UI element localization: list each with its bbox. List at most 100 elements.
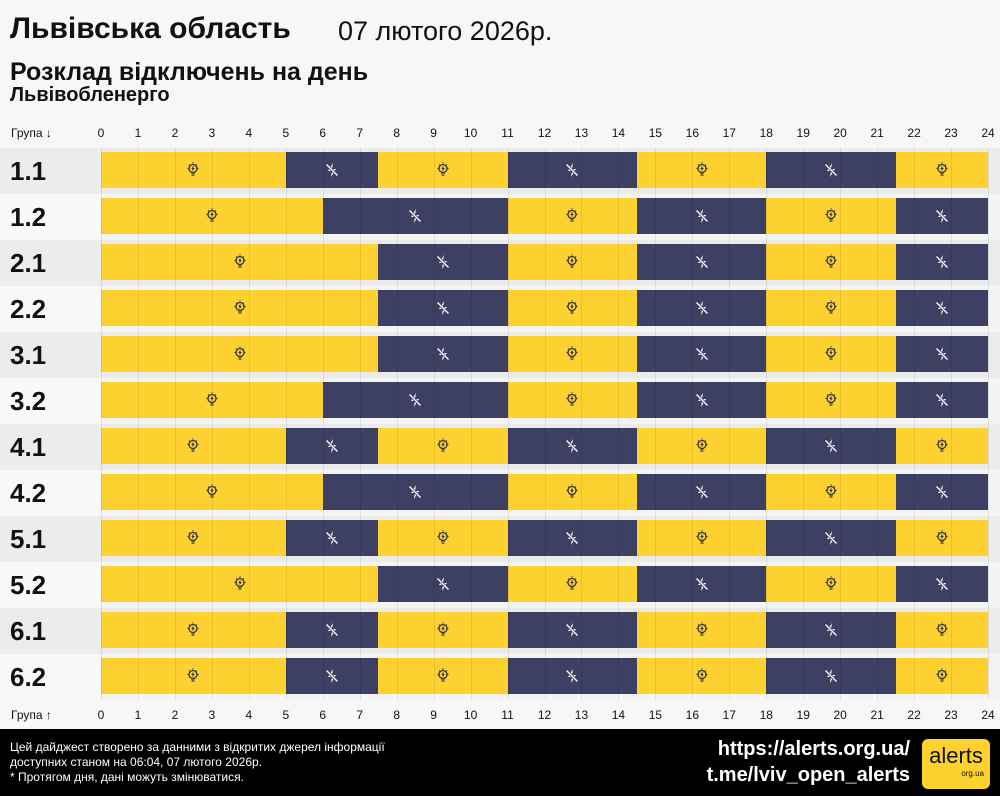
lightbulb-icon xyxy=(693,161,711,179)
hour-gridline xyxy=(692,332,694,378)
hour-gridline xyxy=(692,286,694,332)
power-off-icon xyxy=(693,391,711,409)
power-off-icon xyxy=(323,529,341,547)
hour-gridline xyxy=(840,562,842,608)
footer-note: доступних станом на 06:04, 07 лютого 202… xyxy=(10,755,262,769)
hour-gridline xyxy=(470,470,472,516)
hour-gridline xyxy=(803,654,805,700)
hour-gridline xyxy=(396,332,398,378)
x-tick-label: 1 xyxy=(134,126,142,140)
hour-gridline xyxy=(248,654,250,700)
hour-gridline xyxy=(248,562,250,608)
hour-gridline xyxy=(729,654,731,700)
hour-gridline xyxy=(766,378,768,424)
power-on-segment xyxy=(378,612,508,648)
hour-gridline xyxy=(840,240,842,286)
hour-gridline xyxy=(988,654,989,700)
power-off-icon xyxy=(933,483,951,501)
power-on-segment xyxy=(766,382,896,418)
power-on-segment xyxy=(101,152,286,188)
power-off-segment xyxy=(895,244,988,280)
power-off-icon xyxy=(822,161,840,179)
group-label-bg xyxy=(0,148,101,194)
x-tick-label: 5 xyxy=(282,126,290,140)
power-off-icon xyxy=(323,667,341,685)
lightbulb-icon xyxy=(822,253,840,271)
hour-gridline xyxy=(285,378,287,424)
hour-gridline xyxy=(396,470,398,516)
hour-gridline xyxy=(248,608,250,654)
website-link[interactable]: https://alerts.org.ua/ xyxy=(717,738,910,760)
hour-gridline xyxy=(101,194,102,240)
power-off-segment xyxy=(636,474,767,510)
footer-note: * Протягом дня, дані можуть змінюватися. xyxy=(10,770,244,784)
hour-gridline xyxy=(877,332,879,378)
hour-gridline xyxy=(766,332,768,378)
lightbulb-icon xyxy=(563,391,581,409)
lightbulb-icon xyxy=(563,483,581,501)
hour-gridline xyxy=(174,608,176,654)
logo-subtext: org.ua xyxy=(961,769,984,778)
power-off-icon xyxy=(323,161,341,179)
power-off-icon xyxy=(693,207,711,225)
power-on-segment xyxy=(636,428,767,464)
hour-gridline xyxy=(914,240,916,286)
x-tick-label: 21 xyxy=(870,126,884,140)
power-on-segment xyxy=(766,474,896,510)
hour-gridline xyxy=(507,194,509,240)
hour-gridline xyxy=(803,608,805,654)
hour-gridline xyxy=(470,332,472,378)
power-off-segment xyxy=(285,520,379,556)
hour-gridline xyxy=(618,286,620,332)
power-on-segment xyxy=(895,658,988,694)
hour-gridline xyxy=(211,424,213,470)
hour-gridline xyxy=(285,516,287,562)
power-off-segment xyxy=(766,520,896,556)
hour-gridline xyxy=(544,148,546,194)
hour-gridline xyxy=(840,470,842,516)
hour-gridline xyxy=(618,516,620,562)
x-tick-label: 19 xyxy=(796,708,810,722)
power-on-segment xyxy=(101,382,323,418)
power-on-segment xyxy=(507,566,637,602)
telegram-link[interactable]: t.me/lviv_open_alerts xyxy=(706,764,910,786)
power-on-segment xyxy=(101,612,286,648)
power-on-segment xyxy=(101,658,286,694)
x-tick-label: 16 xyxy=(685,126,700,140)
alerts-logo: alerts org.ua xyxy=(922,739,990,789)
hour-gridline xyxy=(914,424,916,470)
hour-gridline xyxy=(137,424,139,470)
hour-gridline xyxy=(988,470,989,516)
hour-gridline xyxy=(544,332,546,378)
power-off-segment xyxy=(378,290,508,326)
lightbulb-icon xyxy=(822,483,840,501)
lightbulb-icon xyxy=(933,667,951,685)
hour-gridline xyxy=(507,470,509,516)
hour-gridline xyxy=(137,654,139,700)
hour-gridline xyxy=(618,332,620,378)
hour-gridline xyxy=(101,516,102,562)
power-off-icon xyxy=(434,299,452,317)
power-off-icon xyxy=(933,391,951,409)
hour-gridline xyxy=(211,516,213,562)
power-off-segment xyxy=(322,474,508,510)
group-row: 4.1 xyxy=(0,424,1000,470)
hour-gridline xyxy=(840,378,842,424)
power-on-segment xyxy=(507,474,637,510)
x-tick-label: 19 xyxy=(796,126,810,140)
hour-gridline xyxy=(470,654,472,700)
power-off-icon xyxy=(434,345,452,363)
power-off-segment xyxy=(285,612,379,648)
hour-gridline xyxy=(729,286,731,332)
hour-gridline xyxy=(322,608,324,654)
hour-gridline xyxy=(433,286,435,332)
hour-gridline xyxy=(433,470,435,516)
hour-gridline xyxy=(174,148,176,194)
hour-gridline xyxy=(655,194,657,240)
group-row: 1.2 xyxy=(0,194,1000,240)
hour-gridline xyxy=(840,148,842,194)
hour-gridline xyxy=(988,332,989,378)
x-tick-label: 11 xyxy=(501,126,514,140)
hour-gridline xyxy=(433,516,435,562)
x-tick-label: 22 xyxy=(907,126,921,140)
